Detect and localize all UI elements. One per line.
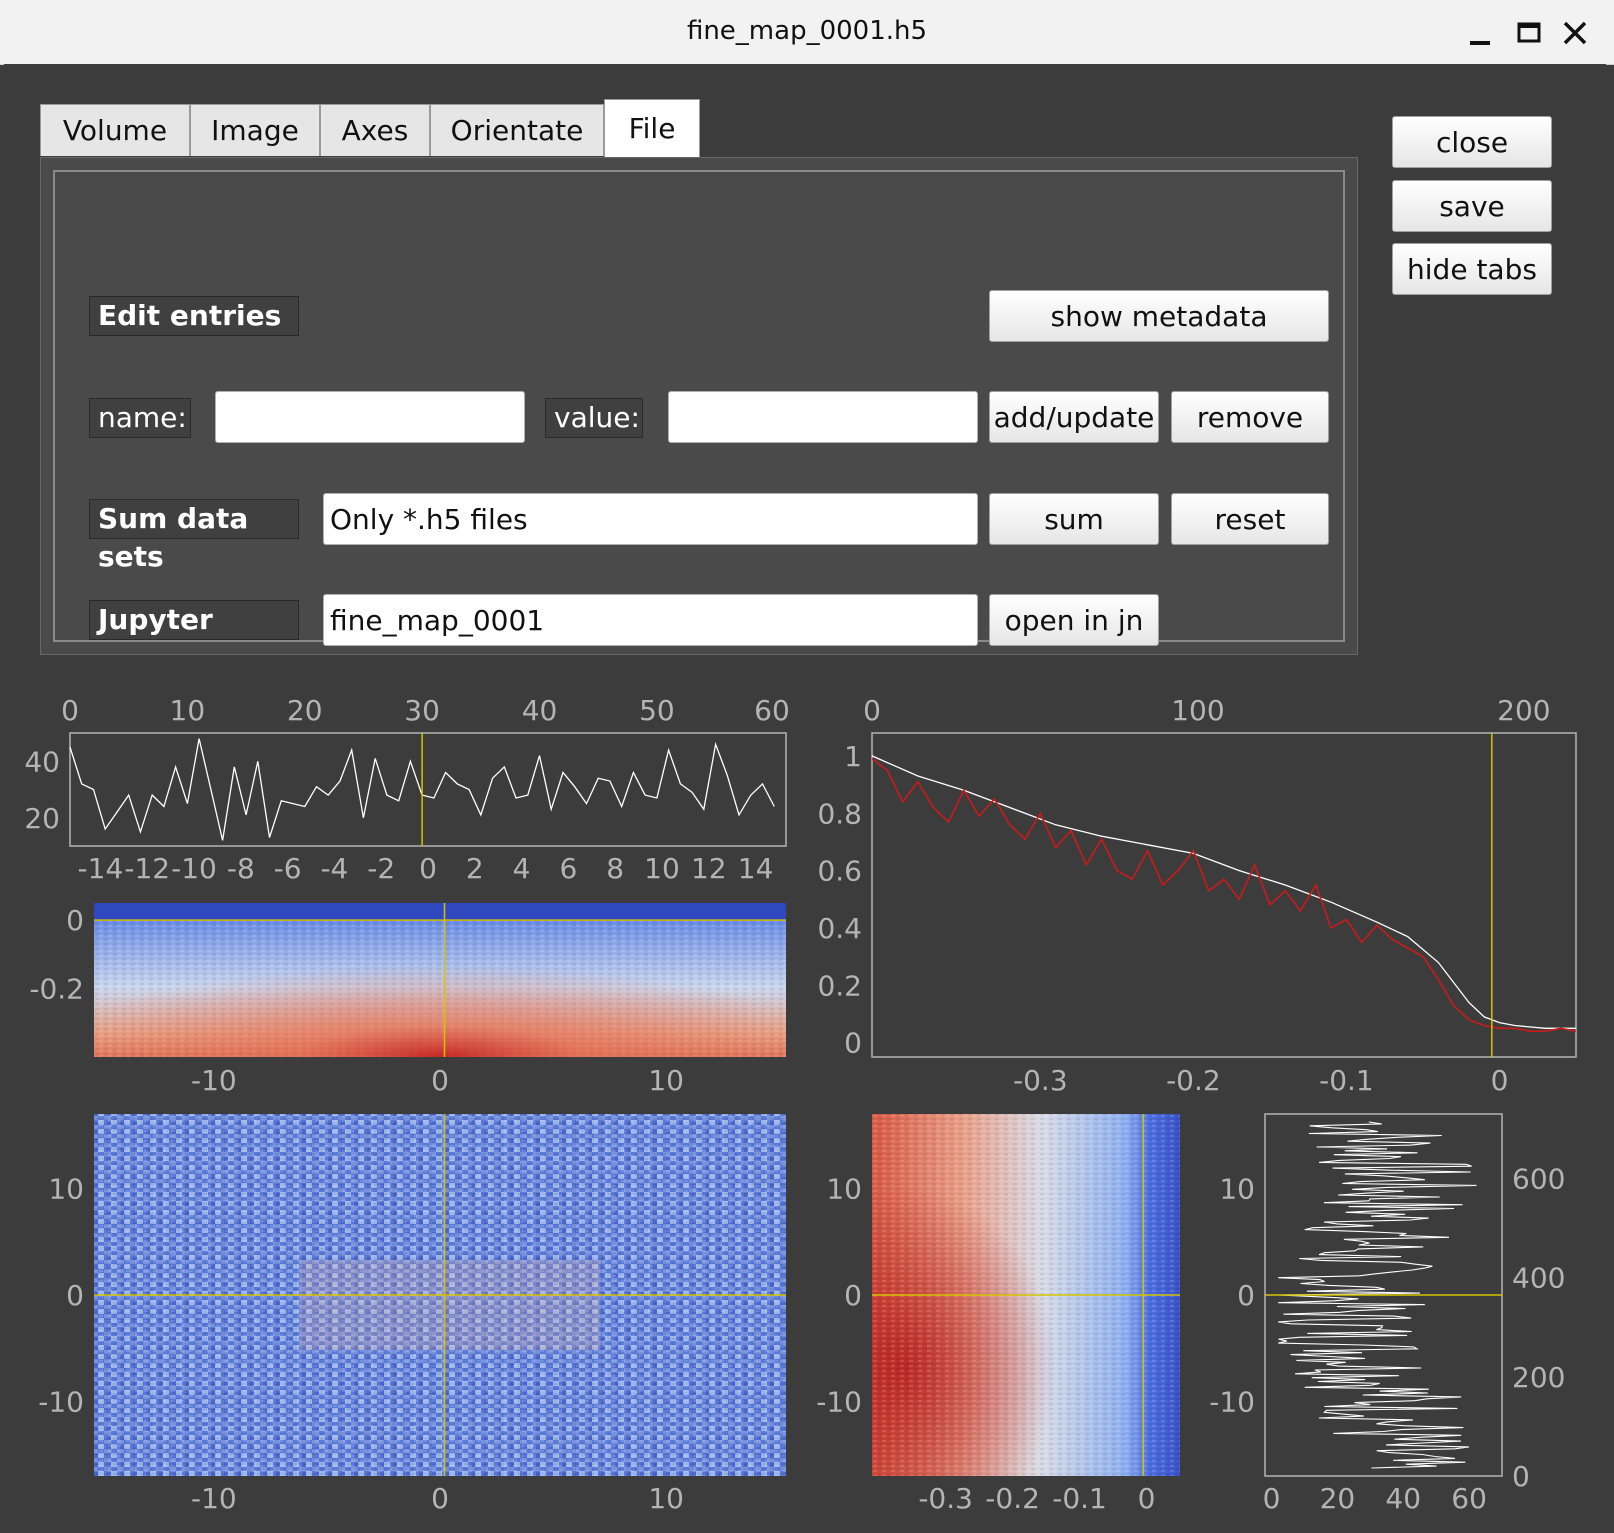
edit-entries-label: Edit entries <box>89 296 299 336</box>
hide-tabs-button[interactable]: hide tabs <box>1392 243 1552 295</box>
jupyter-label: Jupyter <box>89 600 299 640</box>
tab-file[interactable]: File <box>604 99 700 157</box>
sum-data-sets-label: Sum data sets <box>89 499 299 573</box>
tab-volume[interactable]: Volume <box>40 104 190 156</box>
show-metadata-button[interactable]: show metadata <box>989 290 1329 342</box>
save-button[interactable]: save <box>1392 180 1552 232</box>
open-in-jupyter-button[interactable]: open in jn <box>989 594 1159 646</box>
minimize-icon <box>1470 41 1490 45</box>
tab-image[interactable]: Image <box>190 104 320 156</box>
value-input[interactable] <box>668 391 978 443</box>
close-window-button[interactable] <box>1558 16 1592 50</box>
close-icon <box>1563 21 1587 45</box>
tab-axes[interactable]: Axes <box>320 104 430 156</box>
minimize-button[interactable] <box>1464 16 1498 50</box>
name-input[interactable] <box>215 391 525 443</box>
remove-button[interactable]: remove <box>1171 391 1329 443</box>
main-content: Volume Image Axes Orientate File Edit en… <box>4 64 1606 1533</box>
sum-filter-input[interactable] <box>323 493 978 545</box>
jupyter-notebook-input[interactable] <box>323 594 978 646</box>
name-label: name: <box>89 398 191 438</box>
maximize-button[interactable] <box>1512 16 1546 50</box>
sum-button[interactable]: sum <box>989 493 1159 545</box>
value-label: value: <box>545 398 643 438</box>
title-bar: fine_map_0001.h5 <box>0 0 1614 65</box>
tab-orientate[interactable]: Orientate <box>430 104 604 156</box>
reset-button[interactable]: reset <box>1171 493 1329 545</box>
close-button[interactable]: close <box>1392 116 1552 168</box>
maximize-icon <box>1517 22 1541 43</box>
window-title: fine_map_0001.h5 <box>686 16 928 46</box>
file-tab-pane: Edit entries show metadata name: value: … <box>40 157 1358 655</box>
add-update-button[interactable]: add/update <box>989 391 1159 443</box>
